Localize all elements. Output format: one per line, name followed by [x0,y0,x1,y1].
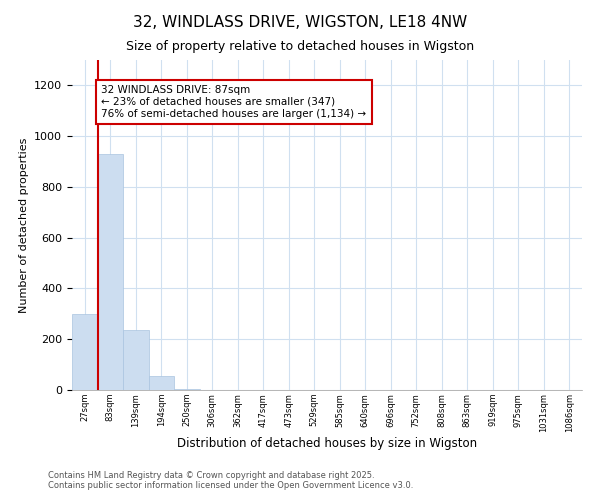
Y-axis label: Number of detached properties: Number of detached properties [19,138,29,312]
Bar [72,314,97,390]
Text: Contains HM Land Registry data © Crown copyright and database right 2025.
Contai: Contains HM Land Registry data © Crown c… [48,470,413,490]
Bar [123,330,149,390]
Text: Size of property relative to detached houses in Wigston: Size of property relative to detached ho… [126,40,474,53]
Bar [174,389,199,390]
X-axis label: Distribution of detached houses by size in Wigston: Distribution of detached houses by size … [177,438,477,450]
Bar [149,376,174,390]
Bar [97,154,123,390]
Text: 32 WINDLASS DRIVE: 87sqm
← 23% of detached houses are smaller (347)
76% of semi-: 32 WINDLASS DRIVE: 87sqm ← 23% of detach… [101,86,367,118]
Text: 32, WINDLASS DRIVE, WIGSTON, LE18 4NW: 32, WINDLASS DRIVE, WIGSTON, LE18 4NW [133,15,467,30]
